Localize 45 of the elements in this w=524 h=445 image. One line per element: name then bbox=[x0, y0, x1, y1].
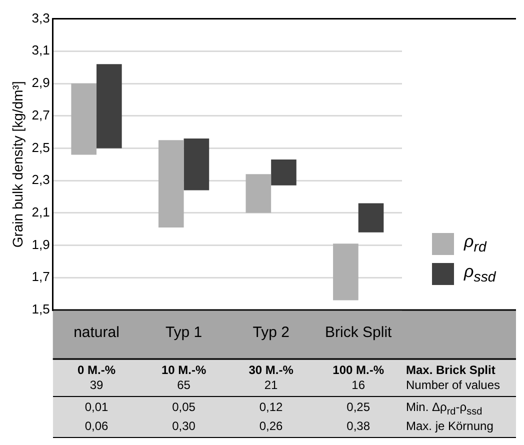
text: 0,06 bbox=[84, 419, 110, 434]
text: 0,38 bbox=[346, 419, 372, 434]
text: 0,26 bbox=[258, 419, 284, 434]
text: 100 M.-% bbox=[332, 363, 386, 378]
text: 39 bbox=[88, 378, 104, 393]
y-tick-label: 3,3 bbox=[32, 10, 50, 26]
bar bbox=[358, 203, 384, 232]
text: Max. Brick Split bbox=[404, 363, 496, 378]
y-tick-label: 2,1 bbox=[32, 204, 50, 220]
text: Min. Δρ$_{rd}$-ρ$_{ssd}$ bbox=[404, 400, 482, 420]
y-tick-label: 2,9 bbox=[32, 75, 50, 90]
y-tick-label: 2,3 bbox=[32, 172, 50, 188]
y-tick-label: 2,5 bbox=[32, 140, 50, 155]
y-tick-label: 1,9 bbox=[32, 236, 50, 252]
legend-label: ρ$_{rd}$ bbox=[464, 232, 486, 256]
bar bbox=[333, 244, 358, 300]
text: Number of values bbox=[404, 378, 500, 393]
legend-label: ρ$_{ssd}$ bbox=[464, 262, 496, 286]
text: 0,30 bbox=[171, 419, 196, 434]
x-tick-label: Brick Split bbox=[325, 324, 393, 342]
x-tick-label: Typ 2 bbox=[252, 324, 290, 342]
text: 30 M.-% bbox=[248, 363, 294, 378]
bar bbox=[96, 64, 122, 148]
text: 10 M.-% bbox=[160, 363, 208, 378]
y-tick-label: 3,1 bbox=[32, 42, 50, 58]
text: 0,05 bbox=[171, 400, 196, 416]
y-tick-label: 2,7 bbox=[32, 107, 50, 122]
x-tick-label: natural bbox=[74, 324, 120, 342]
x-tick-label: Typ 1 bbox=[165, 324, 202, 342]
text: 21 bbox=[263, 378, 279, 393]
text: 16 bbox=[350, 378, 366, 393]
text: 65 bbox=[176, 378, 192, 393]
text: Max. je Körnung bbox=[404, 419, 494, 434]
text: 0,25 bbox=[346, 400, 372, 416]
bar bbox=[246, 174, 272, 213]
y-tick-label: 1,5 bbox=[32, 302, 50, 317]
bar bbox=[71, 84, 97, 155]
bar bbox=[271, 160, 296, 186]
text: 0,01 bbox=[84, 400, 110, 416]
bar bbox=[158, 140, 184, 228]
text: 0 M.-% bbox=[76, 363, 116, 378]
y-tick-label: 1,7 bbox=[32, 269, 50, 284]
text: 0,12 bbox=[258, 400, 284, 416]
bar bbox=[184, 138, 210, 190]
y-axis-title: Grain bulk density [kg/dm³] bbox=[9, 81, 26, 248]
